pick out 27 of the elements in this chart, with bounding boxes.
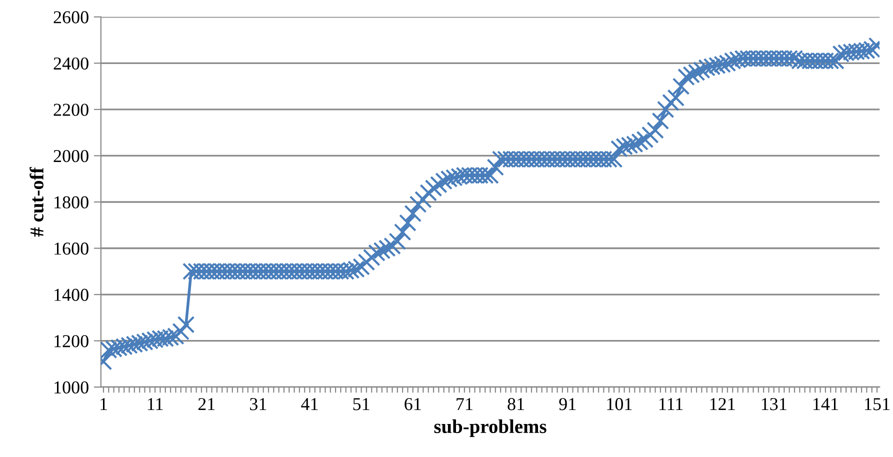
y-tick-label: 2200 (54, 104, 88, 116)
x-tick-label: 11 (148, 398, 163, 410)
y-tick-label: 2000 (54, 150, 88, 162)
x-tick-label: 51 (353, 398, 370, 410)
y-tick-label: 2400 (54, 57, 88, 70)
x-tick-label: 1 (100, 398, 107, 410)
x-tick-label: 71 (456, 398, 472, 410)
x-tick-label: 61 (404, 398, 421, 410)
x-tick-label: 121 (710, 398, 735, 410)
x-tick-label: 101 (607, 398, 632, 410)
y-tick-label: 1600 (54, 242, 88, 255)
x-tick-label: 81 (508, 398, 524, 410)
x-tick-label: 41 (301, 398, 318, 410)
x-tick-label: 131 (762, 398, 786, 410)
x-tick-label: 111 (659, 398, 683, 410)
y-tick-label: 1200 (54, 335, 88, 348)
y-tick-label: 1000 (54, 381, 88, 394)
y-tick-label: 1400 (54, 288, 88, 301)
y-tick-label: 2600 (54, 11, 88, 24)
x-tick-label: 141 (814, 398, 838, 410)
x-tick-label: 21 (198, 398, 215, 410)
y-axis-title: # cut-off (30, 166, 44, 237)
x-axis-title: sub-problems (434, 419, 546, 438)
x-tick-label: 151 (865, 398, 890, 410)
x-tick-label: 31 (250, 398, 266, 410)
y-tick-label: 1800 (54, 196, 88, 208)
x-tick-label: 91 (559, 398, 576, 410)
